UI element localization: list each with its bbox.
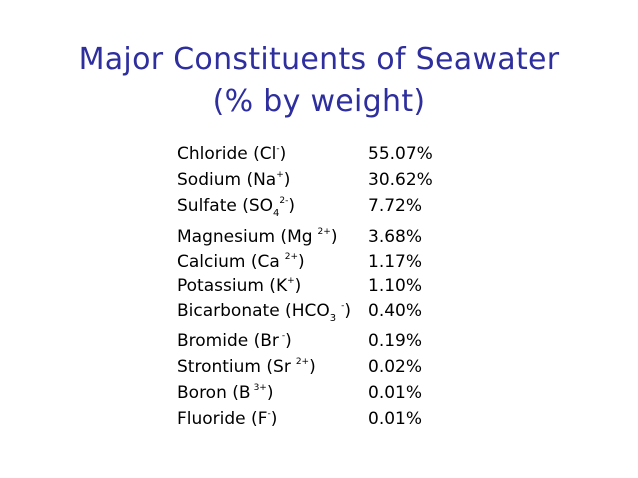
constituent-row-chloride: Chloride (Cl-) 55.07% bbox=[0, 143, 638, 169]
constituent-name: Boron bbox=[177, 383, 227, 403]
ion-charge: 2+ bbox=[284, 252, 299, 262]
constituent-row-bicarbonate: Bicarbonate (HCO3-) 0.40% bbox=[0, 300, 638, 326]
constituent-value: 0.01% bbox=[368, 383, 423, 403]
constituent-name: Potassium bbox=[177, 276, 264, 296]
constituent-symbol: K bbox=[275, 276, 288, 296]
constituent-name: Sodium bbox=[177, 170, 242, 190]
ion-charge: 2+ bbox=[295, 357, 310, 367]
constituent-value: 0.19% bbox=[368, 331, 423, 351]
constituent-row-fluoride: Fluoride (F-) 0.01% bbox=[0, 408, 638, 434]
constituent-label: Bromide (Br -) bbox=[177, 331, 292, 351]
ion-charge: 3+ bbox=[253, 383, 267, 393]
constituent-name: Bicarbonate bbox=[177, 301, 280, 321]
ion-charge: - bbox=[341, 301, 345, 311]
constituent-symbol: Sr bbox=[273, 357, 291, 377]
constituent-value: 0.01% bbox=[368, 409, 423, 429]
constituent-symbol: Mg bbox=[287, 227, 313, 247]
constituent-name: Fluoride bbox=[177, 409, 246, 429]
constituent-row-calcium: Calcium (Ca 2+) 1.17% bbox=[0, 251, 638, 277]
constituent-symbol: F bbox=[257, 409, 268, 429]
constituent-row-boron: Boron (B 3+) 0.01% bbox=[0, 382, 638, 408]
constituent-label: Fluoride (F-) bbox=[177, 409, 278, 429]
constituent-label: Sulfate (SO42-) bbox=[177, 196, 296, 219]
constituent-value: 0.02% bbox=[368, 357, 423, 377]
constituent-label: Sodium (Na+) bbox=[177, 170, 291, 190]
ion-charge: - bbox=[276, 144, 280, 154]
constituent-row-strontium: Strontium (Sr 2+) 0.02% bbox=[0, 356, 638, 382]
ion-charge: - bbox=[281, 331, 286, 341]
constituent-row-bromide: Bromide (Br -) 0.19% bbox=[0, 330, 638, 356]
ion-subscript: 3 bbox=[329, 313, 337, 324]
ion-charge: + bbox=[287, 276, 295, 286]
constituent-label: Magnesium (Mg 2+) bbox=[177, 227, 338, 247]
slide-title: Major Constituents of Seawater bbox=[78, 42, 560, 77]
constituent-row-sulfate: Sulfate (SO42-) 7.72% bbox=[0, 195, 638, 221]
constituent-label: Bicarbonate (HCO3-) bbox=[177, 301, 352, 324]
ion-charge: 2+ bbox=[317, 227, 331, 237]
constituent-symbol: SO bbox=[248, 196, 274, 216]
constituent-value: 55.07% bbox=[368, 144, 433, 164]
constituent-symbol: B bbox=[238, 383, 251, 403]
constituent-value: 3.68% bbox=[368, 227, 423, 247]
constituent-name: Sulfate bbox=[177, 196, 237, 216]
constituent-value: 1.17% bbox=[368, 252, 423, 272]
constituent-value: 7.72% bbox=[368, 196, 423, 216]
constituent-label: Chloride (Cl-) bbox=[177, 144, 287, 164]
ion-charge: 2- bbox=[279, 196, 289, 206]
constituent-symbol: Na bbox=[253, 170, 277, 190]
constituent-row-potassium: Potassium (K+) 1.10% bbox=[0, 275, 638, 301]
constituent-value: 1.10% bbox=[368, 276, 423, 296]
constituent-name: Chloride bbox=[177, 144, 248, 164]
constituent-symbol: Cl bbox=[259, 144, 277, 164]
constituent-symbol: HCO bbox=[291, 301, 330, 321]
constituent-symbol: Br bbox=[260, 331, 279, 351]
slide-subtitle: (% by weight) bbox=[212, 84, 426, 119]
ion-charge: - bbox=[267, 409, 271, 419]
constituent-name: Strontium bbox=[177, 357, 261, 377]
constituent-value: 30.62% bbox=[368, 170, 433, 190]
constituent-label: Calcium (Ca 2+) bbox=[177, 252, 305, 272]
constituent-row-magnesium: Magnesium (Mg 2+) 3.68% bbox=[0, 226, 638, 252]
constituent-label: Boron (B 3+) bbox=[177, 383, 274, 403]
constituent-name: Magnesium bbox=[177, 227, 276, 247]
constituent-row-sodium: Sodium (Na+) 30.62% bbox=[0, 169, 638, 195]
constituent-name: Bromide bbox=[177, 331, 249, 351]
constituent-name: Calcium bbox=[177, 252, 246, 272]
ion-subscript: 4 bbox=[273, 208, 280, 219]
constituent-label: Strontium (Sr 2+) bbox=[177, 357, 316, 377]
ion-charge: + bbox=[276, 170, 284, 180]
constituent-label: Potassium (K+) bbox=[177, 276, 302, 296]
constituent-symbol: Ca bbox=[257, 252, 280, 272]
constituent-value: 0.40% bbox=[368, 301, 423, 321]
